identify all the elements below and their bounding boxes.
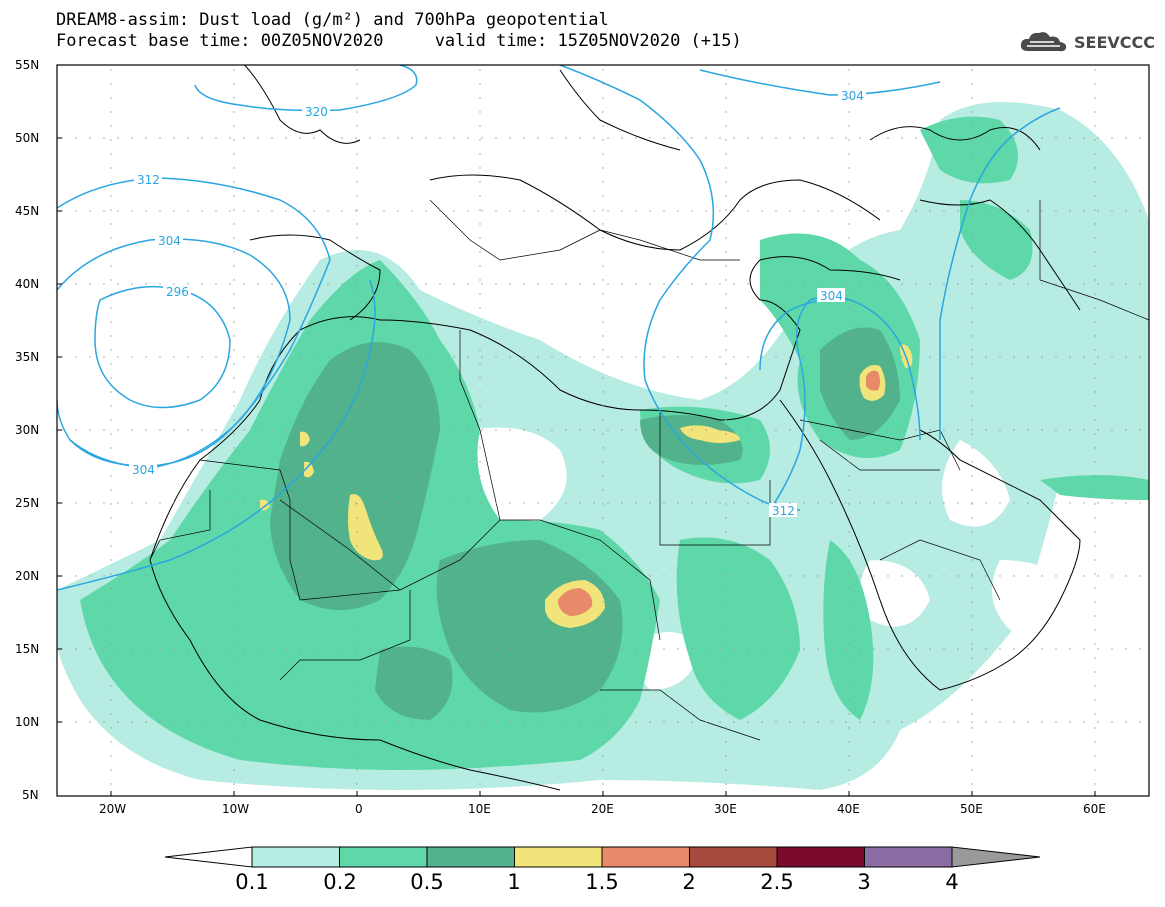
lon-label: 10W: [222, 802, 250, 816]
contour-label: 296: [166, 285, 189, 299]
colorbar-label: 0.2: [323, 870, 357, 894]
map-subtitle: Forecast base time: 00Z05NOV2020 valid t…: [56, 31, 742, 51]
dust-level-1.5: [558, 370, 880, 616]
lon-label: 50E: [960, 802, 983, 816]
colorbar-bin: [689, 846, 778, 868]
colorbar-bin: [514, 846, 603, 868]
colorbar-bin: [776, 846, 865, 868]
lat-label: 40N: [15, 277, 40, 291]
colorbar-bin: [426, 846, 515, 868]
contour-label: 320: [305, 105, 328, 119]
lat-label: 55N: [15, 58, 40, 72]
contour-label: 312: [772, 504, 795, 518]
axis-ticks: [57, 64, 1096, 797]
colorbar-label: 0.1: [235, 870, 269, 894]
lat-label: 35N: [15, 350, 40, 364]
lon-label: 20W: [99, 802, 127, 816]
map-title: DREAM8-assim: Dust load (g/m²) and 700hP…: [56, 10, 609, 30]
lon-label: 20E: [591, 802, 614, 816]
lat-label: 10N: [15, 715, 40, 729]
lat-label: 45N: [15, 204, 40, 218]
colorbar-label: 4: [945, 870, 959, 894]
contour-label: 304: [820, 289, 843, 303]
colorbar-bin: [251, 846, 340, 868]
lon-label: 0: [355, 802, 363, 816]
contour-label: 304: [158, 234, 181, 248]
colorbar-label: 1: [507, 870, 521, 894]
lat-label: 5N: [22, 788, 39, 802]
colorbar-bin: [864, 846, 953, 868]
colorbar-label: 3: [857, 870, 871, 894]
grid-dots: [61, 65, 1141, 796]
country-borders: [149, 199, 1149, 741]
lat-label: 50N: [15, 131, 40, 145]
contour-label: 312: [137, 173, 160, 187]
dust-level-0.5: [270, 327, 900, 720]
colorbar-label: 1.5: [585, 870, 619, 894]
lon-label: 10E: [468, 802, 491, 816]
colorbar: [164, 846, 1041, 868]
lat-label: 30N: [15, 423, 40, 437]
cloud-icon: [1020, 32, 1067, 52]
logo-text: SEEVCCC: [1074, 32, 1155, 52]
colorbar-bin: [601, 846, 690, 868]
colorbar-label: 0.5: [410, 870, 444, 894]
lon-label: 60E: [1083, 802, 1106, 816]
colorbar-above-max: [951, 846, 1041, 868]
lon-label: 30E: [714, 802, 737, 816]
dust-gap: [57, 360, 1080, 690]
contour-label: 304: [132, 463, 155, 477]
colorbar-label: 2.5: [760, 870, 794, 894]
contour-labels: 320 304 312 304 296 304 304 312: [129, 88, 866, 518]
lon-label: 40E: [837, 802, 860, 816]
lat-label: 15N: [15, 642, 40, 656]
colorbar-below-min: [164, 846, 253, 868]
contour-label: 304: [841, 89, 864, 103]
lat-label: 25N: [15, 496, 40, 510]
colorbar-label: 2: [682, 870, 696, 894]
lat-label: 20N: [15, 569, 40, 583]
seevccc-logo: SEEVCCC: [1018, 28, 1155, 56]
colorbar-bin: [339, 846, 428, 868]
